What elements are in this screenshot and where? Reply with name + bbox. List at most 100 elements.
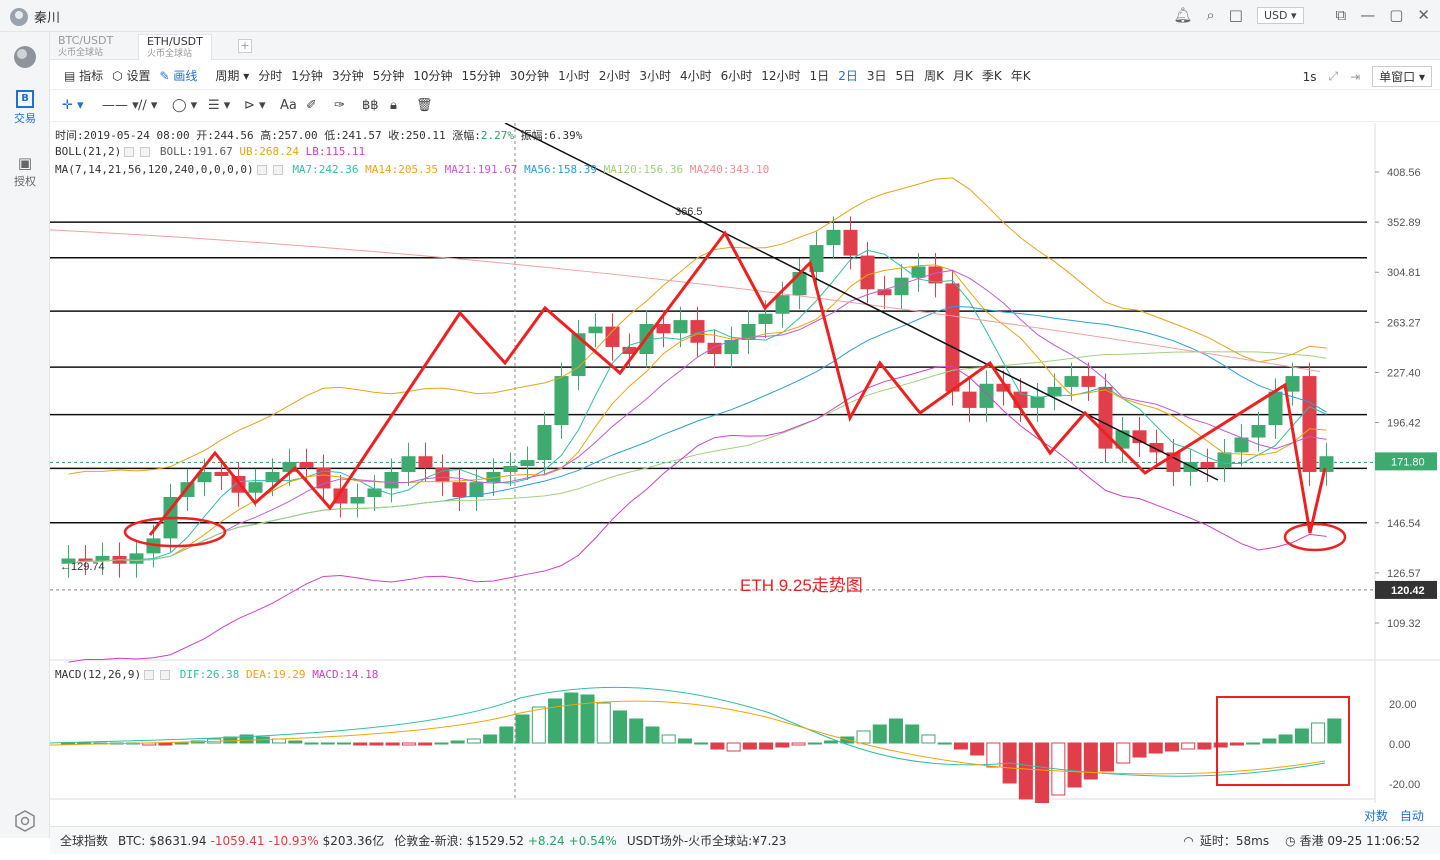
period-item[interactable]: 年K [1010,69,1031,83]
period-item[interactable]: 3日 [866,69,887,83]
shirt-icon[interactable]: □ [1228,6,1243,24]
period-item[interactable]: 10分钟 [413,69,453,83]
kline-chart[interactable]: 408.56 352.89 304.81 263.27 227.40 196.42 146.… [49,122,1440,822]
candle [367,488,382,498]
candle [1200,462,1215,468]
candle [758,313,773,324]
refresh-interval[interactable]: 1s [1302,69,1317,84]
candle [673,320,688,334]
candle [129,553,144,564]
pattern-tool-icon[interactable]: ⊳ ▾ [244,98,266,113]
period-item[interactable]: 季K [981,69,1002,83]
period-item[interactable]: 5分钟 [372,69,405,83]
period-dropdown[interactable]: 周期 ▾ [215,69,250,83]
close-icon[interactable]: ✕ [1417,6,1430,24]
indicator-button[interactable]: ▤ 指标 [64,67,103,84]
candle [1030,396,1045,408]
period-item[interactable]: 1小时 [558,69,590,83]
settings-button[interactable]: ⬡ 设置 [112,67,150,84]
ma120-value: MA120:156.36 [603,163,684,176]
period-item[interactable]: 12小时 [761,69,801,83]
magnet-tool-icon[interactable]: ฿฿ [362,98,379,113]
candle [1302,376,1317,472]
candle [299,462,314,468]
candle [826,229,841,246]
ma21-line [68,269,1327,565]
macd-bar [596,702,611,744]
trend-line-tool-icon[interactable]: ∕∕ ▾ [138,98,158,113]
restore-icon[interactable]: ⧉ [1335,6,1347,24]
tab-btc[interactable]: BTC/USDT 火币全球站 [50,34,121,60]
macd-bar [1262,738,1277,744]
lock-tool-icon[interactable]: 🔒︎ [390,98,397,113]
period-item[interactable]: 2日 [838,69,858,83]
period-item[interactable]: 5日 [895,69,916,83]
indicator-close-button[interactable] [160,670,171,680]
candle [197,471,212,483]
measure-tool-icon[interactable]: ✑ [334,98,345,113]
period-item[interactable]: 6小时 [720,69,753,83]
period-item[interactable]: 月K [952,69,973,83]
horizontal-line-tool-icon[interactable]: —— ▾ [102,98,139,113]
user-profile[interactable]: 秦川 [10,7,60,26]
candle [248,482,263,493]
period-item[interactable]: 3分钟 [331,69,364,83]
bell-icon[interactable]: 🔔︎ [1173,6,1193,24]
minimize-icon[interactable]: — [1360,6,1376,24]
trash-icon[interactable]: 🗑︎ [416,98,433,113]
tab-eth[interactable]: ETH/USDT 火币全球站 [138,34,212,60]
currency-select[interactable]: USD ▾ [1256,6,1304,24]
indicator-close-button[interactable] [140,147,151,157]
macd-bar [564,692,579,744]
period-item[interactable]: 1分钟 [291,69,323,83]
macd-dea: DEA:19.29 [245,668,306,681]
macd-bar [824,740,839,744]
candle [656,323,671,334]
sidebar-item-trade[interactable]: B 交易 [0,90,50,126]
period-item[interactable]: 2小时 [598,69,631,83]
crosshair-tool-icon[interactable]: ✛ ▾ [62,98,84,113]
macd-bar [986,742,1001,768]
macd-bar [612,710,627,744]
text-tool-icon[interactable]: Aa [280,98,297,113]
sidebar-item-auth[interactable]: ▣ 授权 [0,154,50,189]
fullscreen-icon[interactable]: ⤢ [1328,69,1339,83]
add-tab-button[interactable]: + [238,39,252,53]
period-item[interactable]: 1日 [809,69,830,83]
period-item[interactable]: 3小时 [639,69,671,83]
macd-bar [531,706,546,744]
macd-name: MACD(12,26,9) [55,668,142,681]
auto-scale-button[interactable]: 自动 [1399,809,1424,823]
window-mode-select[interactable]: 单窗口 ▾ [1372,66,1432,87]
settings-gear[interactable] [0,810,50,835]
indicator-close-button[interactable] [272,165,283,175]
period-item[interactable]: 4小时 [679,69,712,83]
fibonacci-tool-icon[interactable]: ☰ ▾ [208,98,231,113]
log-scale-button[interactable]: 对数 [1364,809,1389,823]
indicator-settings-button[interactable] [144,670,155,680]
ma-legend: MA(7,14,21,56,120,240,0,0,0,0) MA7:242.3… [55,163,769,176]
shape-tool-icon[interactable]: ◯ ▾ [172,98,198,113]
period-item[interactable]: 分时 [258,69,283,83]
candle [214,471,229,477]
avatar[interactable] [10,7,28,26]
candle [1251,425,1266,438]
macd-bar [742,742,757,750]
period-item[interactable]: 30分钟 [509,69,550,83]
candle [469,482,484,498]
brush-tool-icon[interactable]: ✐ [306,98,317,113]
collapse-icon[interactable]: ⇥ [1350,69,1361,84]
candle [61,558,76,564]
search-icon[interactable]: ⌕ [1206,6,1215,24]
maximize-icon[interactable]: ▢ [1389,6,1404,24]
candle [1234,437,1249,453]
indicator-settings-button[interactable] [256,165,267,175]
high-value: 257.00 [277,129,318,142]
annotation-zigzag [148,230,1327,536]
indicator-settings-button[interactable] [124,147,135,157]
draw-button[interactable]: ✎ 画线 [160,67,198,84]
chart-canvas[interactable]: 408.56 352.89 304.81 263.27 227.40 196.42 146.… [49,122,1440,822]
global-index-label[interactable]: 全球指数 [60,834,109,848]
period-item[interactable]: 15分钟 [461,69,501,83]
period-item[interactable]: 周K [924,69,944,83]
